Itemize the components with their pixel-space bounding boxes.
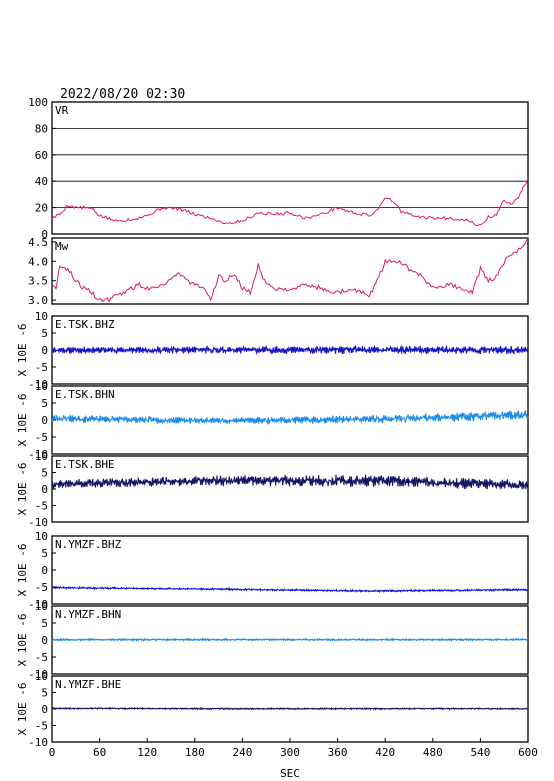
panel-w6: -10 -5 0 5 10 N.YMZF.BHE X 10E -6 <box>16 670 529 749</box>
series-line-w4 <box>51 585 528 594</box>
y-tick-label: 5 <box>41 397 48 410</box>
y-tick-label: 0 <box>41 344 48 357</box>
x-tick-label: 600 <box>518 746 538 759</box>
y-axis-label: X 10E -6 <box>16 683 29 736</box>
panel-label: E.TSK.BHN <box>55 388 115 401</box>
series-line-mw <box>51 237 529 303</box>
x-axis: 0 60 120 180 240 300 360 420 480 540 600 <box>49 738 538 759</box>
panel-label: VR <box>55 104 69 117</box>
y-tick-label: 0 <box>41 228 48 241</box>
panel-frame <box>51 237 529 305</box>
x-tick-label: 300 <box>280 746 300 759</box>
y-tick-label: -10 <box>28 598 48 611</box>
datetime-title: 2022/08/20 02:30 <box>60 87 185 102</box>
series-line-w5 <box>51 637 529 643</box>
y-tick-label: 0 <box>41 414 48 427</box>
panel-label: N.YMZF.BHN <box>55 608 121 621</box>
series-line-w2 <box>51 410 529 426</box>
x-tick-label: 240 <box>232 746 252 759</box>
series-line-w6 <box>51 706 529 711</box>
y-tick-label: 0 <box>41 634 48 647</box>
y-tick-label: -10 <box>28 378 48 391</box>
y-tick-label: 80 <box>35 122 48 135</box>
panel-label: Mw <box>55 240 69 253</box>
y-tick-label: 10 <box>35 310 48 323</box>
x-tick-label: 60 <box>93 746 106 759</box>
y-tick-label: 3.0 <box>28 294 48 307</box>
y-tick-label: -5 <box>35 581 48 594</box>
panel-label: E.TSK.BHZ <box>55 318 115 331</box>
series-line-w3 <box>51 474 529 491</box>
x-tick-label: 420 <box>375 746 395 759</box>
series-line-vr <box>51 178 529 227</box>
y-tick-label: 0 <box>41 483 48 496</box>
panel-w3: -10 -5 0 5 10 E.TSK.BHE X 10E -6 <box>16 450 529 529</box>
x-tick-label: 540 <box>470 746 490 759</box>
y-tick-label: 4.0 <box>28 255 48 268</box>
y-tick-label: 20 <box>35 202 48 215</box>
y-tick-label: -10 <box>28 736 48 749</box>
y-tick-label: -10 <box>28 516 48 529</box>
panel-vr: 0 20 40 60 80 100 VR <box>28 96 529 241</box>
y-tick-label: -10 <box>28 448 48 461</box>
y-tick-label: -5 <box>35 720 48 733</box>
y-tick-label: 0 <box>41 703 48 716</box>
y-tick-label: 4.5 <box>28 236 48 249</box>
y-tick-label: 60 <box>35 149 48 162</box>
panel-label: E.TSK.BHE <box>55 458 115 471</box>
y-tick-label: -5 <box>35 361 48 374</box>
y-tick-label: 0 <box>41 564 48 577</box>
panel-w2: -10 -5 0 5 10 E.TSK.BHN X 10E -6 <box>16 380 529 461</box>
y-axis-label: X 10E -6 <box>16 614 29 667</box>
y-tick-label: -5 <box>35 500 48 513</box>
y-tick-label: 10 <box>35 670 48 683</box>
y-axis-label: X 10E -6 <box>16 324 29 377</box>
y-tick-label: -5 <box>35 431 48 444</box>
panel-frame <box>51 535 529 605</box>
y-tick-label: 5 <box>41 467 48 480</box>
y-axis-label: X 10E -6 <box>16 544 29 597</box>
panel-label: N.YMZF.BHZ <box>55 538 122 551</box>
panel-w4: -10 -5 0 5 10 N.YMZF.BHZ X 10E -6 <box>16 530 529 611</box>
y-axis-label: X 10E -6 <box>16 463 29 516</box>
panel-label: N.YMZF.BHE <box>55 678 121 691</box>
panel-frame <box>51 455 529 523</box>
panel-w1: -10 -5 0 5 10 E.TSK.BHZ X 10E -6 <box>16 310 529 391</box>
y-tick-label: -10 <box>28 668 48 681</box>
x-tick-label: 120 <box>137 746 157 759</box>
x-tick-label: 0 <box>49 746 56 759</box>
series-line-w1 <box>51 344 529 356</box>
y-tick-label: 100 <box>28 96 48 109</box>
panel-w5: -10 -5 0 5 10 N.YMZF.BHN X 10E -6 <box>16 600 529 681</box>
y-tick-label: 10 <box>35 600 48 613</box>
y-axis-label: X 10E -6 <box>16 394 29 447</box>
panel-frame <box>51 101 529 235</box>
x-tick-label: 480 <box>423 746 443 759</box>
y-tick-label: 5 <box>41 327 48 340</box>
x-axis-label: SEC <box>280 767 300 780</box>
y-tick-label: 10 <box>35 530 48 543</box>
y-tick-label: 3.5 <box>28 275 48 288</box>
y-tick-label: 40 <box>35 175 48 188</box>
y-tick-label: -5 <box>35 651 48 664</box>
x-tick-label: 180 <box>185 746 205 759</box>
panel-mw: 3.0 3.5 4.0 4.5 Mw <box>28 236 529 307</box>
y-tick-label: 5 <box>41 547 48 560</box>
y-tick-label: 10 <box>35 450 48 463</box>
y-tick-label: 5 <box>41 617 48 630</box>
y-tick-label: 10 <box>35 380 48 393</box>
x-tick-label: 360 <box>328 746 348 759</box>
y-tick-label: 5 <box>41 687 48 700</box>
